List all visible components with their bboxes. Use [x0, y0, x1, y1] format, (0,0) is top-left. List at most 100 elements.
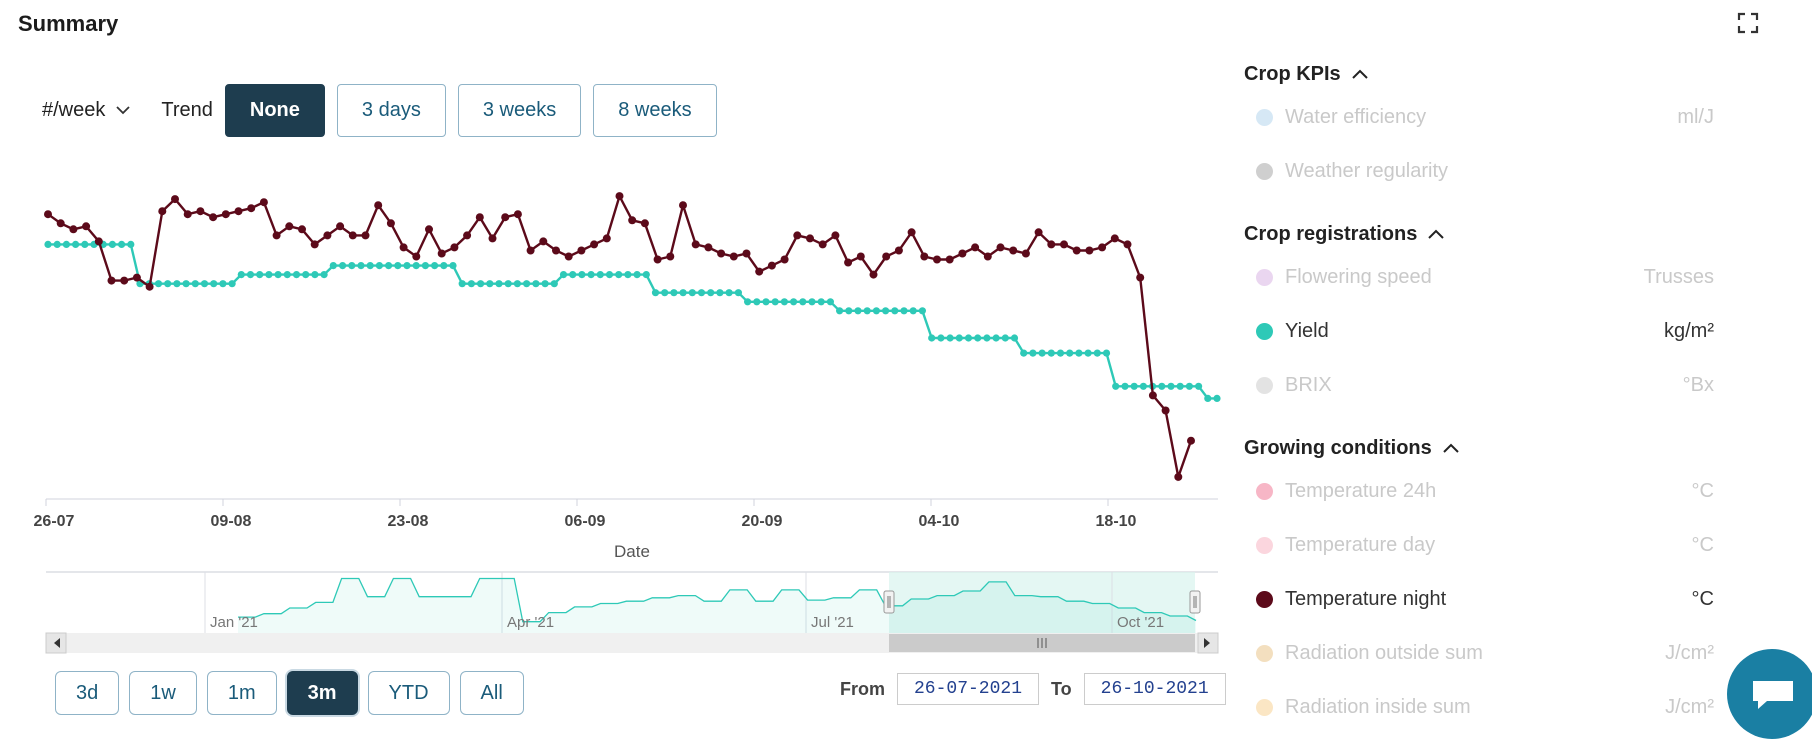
data-point[interactable]	[108, 240, 116, 248]
data-point[interactable]	[691, 240, 700, 249]
data-point[interactable]	[486, 280, 494, 288]
data-point[interactable]	[653, 255, 662, 264]
data-point[interactable]	[209, 213, 218, 222]
data-point[interactable]	[164, 280, 172, 288]
data-point[interactable]	[1148, 391, 1157, 400]
series-toggle-water-efficiency[interactable]: Water efficiency ml/J	[1244, 90, 1724, 144]
data-point[interactable]	[495, 280, 503, 288]
data-point[interactable]	[869, 270, 878, 279]
data-point[interactable]	[513, 210, 522, 219]
unit-select[interactable]: #/week	[42, 99, 131, 122]
data-point[interactable]	[569, 271, 577, 279]
navigator-right-handle[interactable]	[1189, 590, 1201, 614]
data-point[interactable]	[1093, 349, 1101, 357]
data-point[interactable]	[107, 276, 116, 285]
data-point[interactable]	[118, 240, 126, 248]
data-point[interactable]	[1136, 273, 1145, 282]
data-point[interactable]	[983, 252, 992, 261]
data-point[interactable]	[945, 255, 954, 264]
data-point[interactable]	[375, 262, 383, 270]
data-point[interactable]	[928, 334, 936, 342]
series-toggle-yield[interactable]: Yield kg/m²	[1244, 304, 1724, 358]
data-point[interactable]	[336, 222, 345, 231]
data-point[interactable]	[1021, 249, 1030, 258]
data-point[interactable]	[734, 289, 743, 297]
fullscreen-icon[interactable]	[1737, 12, 1759, 34]
data-point[interactable]	[900, 307, 908, 315]
data-point[interactable]	[399, 243, 408, 252]
section-toggle[interactable]: Crop registrations	[1244, 218, 1724, 250]
data-point[interactable]	[882, 307, 890, 315]
data-point[interactable]	[550, 280, 558, 288]
data-point[interactable]	[366, 262, 374, 270]
data-point[interactable]	[1047, 240, 1056, 249]
data-point[interactable]	[173, 280, 181, 288]
data-point[interactable]	[1084, 349, 1092, 357]
data-point[interactable]	[44, 210, 52, 219]
data-point[interactable]	[348, 231, 357, 240]
data-point[interactable]	[1185, 382, 1193, 390]
data-point[interactable]	[323, 231, 332, 240]
navigator-left-handle[interactable]	[883, 590, 895, 614]
data-point[interactable]	[907, 228, 916, 237]
data-point[interactable]	[564, 252, 573, 261]
data-point[interactable]	[628, 216, 637, 225]
series-toggle-weather-regularity[interactable]: Weather regularity	[1244, 144, 1724, 198]
series-toggle-temperature-night[interactable]: Temperature night °C	[1244, 572, 1724, 626]
data-point[interactable]	[729, 252, 738, 261]
data-point[interactable]	[339, 262, 347, 270]
range-3m-button[interactable]: 3m	[286, 671, 358, 715]
data-point[interactable]	[716, 289, 724, 297]
data-point[interactable]	[234, 207, 243, 216]
data-point[interactable]	[394, 262, 402, 270]
data-point[interactable]	[552, 246, 560, 255]
data-point[interactable]	[615, 192, 624, 201]
data-point[interactable]	[132, 273, 141, 282]
data-point[interactable]	[200, 280, 209, 288]
data-point[interactable]	[348, 262, 356, 270]
data-point[interactable]	[958, 249, 967, 258]
data-point[interactable]	[1130, 382, 1138, 390]
data-point[interactable]	[633, 271, 641, 279]
data-point[interactable]	[182, 280, 190, 288]
series-toggle-temperature-24h[interactable]: Temperature 24h °C	[1244, 464, 1724, 518]
data-point[interactable]	[831, 231, 840, 240]
data-point[interactable]	[310, 240, 319, 249]
data-point[interactable]	[437, 249, 446, 258]
data-point[interactable]	[386, 219, 395, 228]
data-point[interactable]	[808, 298, 816, 306]
data-point[interactable]	[755, 267, 764, 276]
range-1m-button[interactable]: 1m	[206, 671, 277, 715]
data-point[interactable]	[707, 289, 715, 297]
data-point[interactable]	[247, 204, 256, 213]
data-point[interactable]	[1204, 394, 1212, 402]
data-point[interactable]	[780, 255, 789, 264]
data-point[interactable]	[624, 271, 632, 279]
data-point[interactable]	[844, 258, 853, 267]
data-point[interactable]	[780, 298, 789, 306]
data-point[interactable]	[357, 262, 365, 270]
data-point[interactable]	[219, 280, 227, 288]
data-point[interactable]	[298, 225, 306, 234]
data-point[interactable]	[237, 271, 245, 279]
data-point[interactable]	[171, 195, 179, 204]
data-point[interactable]	[183, 210, 192, 219]
data-point[interactable]	[1066, 349, 1074, 357]
data-point[interactable]	[256, 271, 264, 279]
data-point[interactable]	[425, 225, 433, 234]
data-point[interactable]	[272, 231, 281, 240]
data-point[interactable]	[872, 307, 881, 315]
series-toggle-radiation-outside-sum[interactable]: Radiation outside sum J/cm²	[1244, 626, 1724, 680]
data-point[interactable]	[62, 240, 70, 248]
range-all-button[interactable]: All	[459, 671, 524, 715]
data-point[interactable]	[918, 307, 927, 315]
range-1w-button[interactable]: 1w	[129, 671, 197, 715]
data-point[interactable]	[145, 282, 154, 291]
data-point[interactable]	[762, 298, 770, 306]
data-point[interactable]	[955, 334, 963, 342]
navigator[interactable]: Jan '21 Apr '21 Jul '21 Oct '21	[0, 560, 1230, 655]
data-point[interactable]	[210, 280, 218, 288]
data-point[interactable]	[704, 243, 713, 252]
trend-3-days-button[interactable]: 3 days	[336, 83, 446, 137]
data-point[interactable]	[526, 246, 535, 255]
